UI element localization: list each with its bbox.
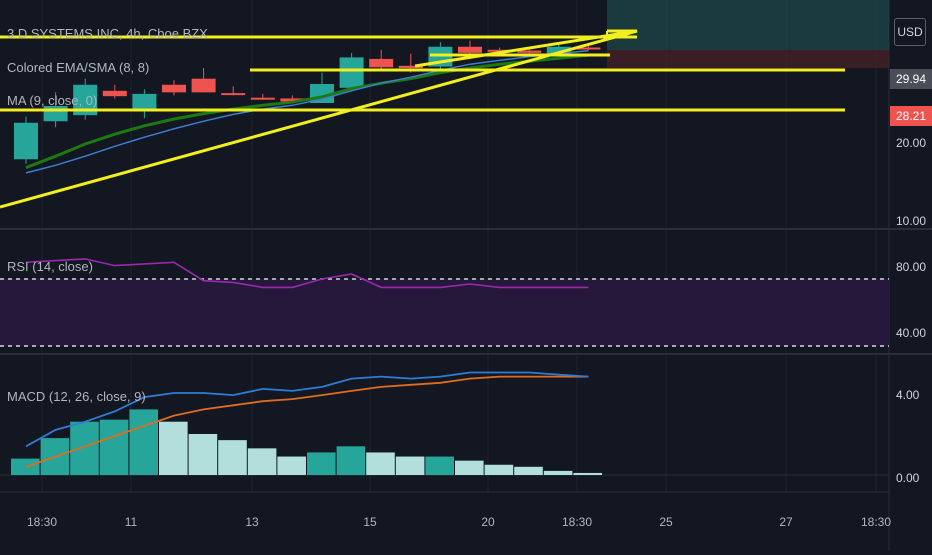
candle-body <box>458 46 482 53</box>
ma-line <box>25 49 589 174</box>
candle-body <box>221 93 246 96</box>
candle-body <box>191 78 216 93</box>
y-tick-label: 80.00 <box>896 260 926 274</box>
currency-button[interactable]: USD <box>894 18 926 46</box>
histogram-bar <box>395 456 425 475</box>
macd-line <box>25 371 589 448</box>
candle-body <box>280 98 305 102</box>
histogram-bar <box>336 446 366 475</box>
candle-body <box>398 65 423 69</box>
candle-body <box>102 90 127 97</box>
histogram-bar <box>366 452 395 475</box>
ema-sma-line <box>25 53 589 169</box>
trendline-rising[interactable] <box>0 29 638 209</box>
price-axis-labels: 20.00 10.00 80.00 40.00 4.00 0.00 <box>896 136 926 485</box>
x-tick-label: 27 <box>779 515 793 529</box>
candle-body <box>369 58 394 68</box>
x-tick-label: 18:30 <box>27 515 57 529</box>
candle-body <box>43 106 68 122</box>
y-tick-label: 0.00 <box>896 471 920 485</box>
y-tick-label: 40.00 <box>896 326 926 340</box>
histogram-bar <box>129 409 158 475</box>
histogram-bar <box>543 470 573 475</box>
candle-body <box>546 46 571 54</box>
histogram-bar <box>307 452 336 475</box>
candle-body <box>487 49 512 52</box>
candle-body <box>14 122 38 160</box>
candle-body <box>250 97 275 100</box>
ma-legend[interactable]: MA (9, close, 0) <box>7 93 98 108</box>
x-tick-label: 18:30 <box>861 515 891 529</box>
rsi-line <box>25 258 589 289</box>
histogram-bar <box>159 421 188 475</box>
x-tick-label: 11 <box>125 515 138 529</box>
histogram-bar <box>11 458 40 475</box>
ma-price-badge: 28.21 <box>890 106 932 126</box>
histogram-bar <box>99 419 129 475</box>
x-tick-label: 15 <box>363 515 377 529</box>
candle-body <box>162 84 186 93</box>
macd-signal-line <box>25 375 589 468</box>
y-tick-label: 10.00 <box>896 214 926 228</box>
long-position-target-zone[interactable] <box>607 0 889 50</box>
histogram-bar <box>514 466 543 475</box>
histogram-bar <box>573 472 602 475</box>
x-tick-label: 25 <box>659 515 673 529</box>
histogram-bar <box>188 434 218 475</box>
histogram-bar <box>247 448 277 475</box>
ema-legend[interactable]: Colored EMA/SMA (8, 8) <box>7 60 150 75</box>
y-tick-label: 20.00 <box>896 136 926 150</box>
candle-body <box>517 50 542 53</box>
x-tick-label: 20 <box>481 515 495 529</box>
trendline-upper-diagonal[interactable] <box>414 29 638 68</box>
macd-legend[interactable]: MACD (12, 26, close, 9) <box>7 389 146 404</box>
histogram-bar <box>218 440 247 475</box>
x-tick-label: 13 <box>245 515 259 529</box>
candle-body <box>132 93 157 111</box>
rsi-band-fill <box>0 279 889 346</box>
rsi-legend[interactable]: RSI (14, close) <box>7 259 93 274</box>
vertical-grid <box>41 0 877 492</box>
candle-body <box>576 47 601 50</box>
x-tick-label: 18:30 <box>562 515 592 529</box>
histogram-bar <box>425 456 454 475</box>
histogram-bar <box>277 456 306 475</box>
macd-histogram <box>11 409 602 475</box>
histogram-bar <box>484 464 514 475</box>
last-price-badge: 29.94 <box>890 69 932 89</box>
symbol-legend[interactable]: 3 D SYSTEMS INC, 4h, Cboe BZX <box>7 26 208 41</box>
long-position-stop-zone[interactable] <box>607 50 889 68</box>
candle-body <box>339 57 364 88</box>
histogram-bar <box>70 421 99 475</box>
histogram-bar <box>455 460 484 475</box>
y-tick-label: 4.00 <box>896 388 920 402</box>
trendlines[interactable] <box>0 29 845 209</box>
